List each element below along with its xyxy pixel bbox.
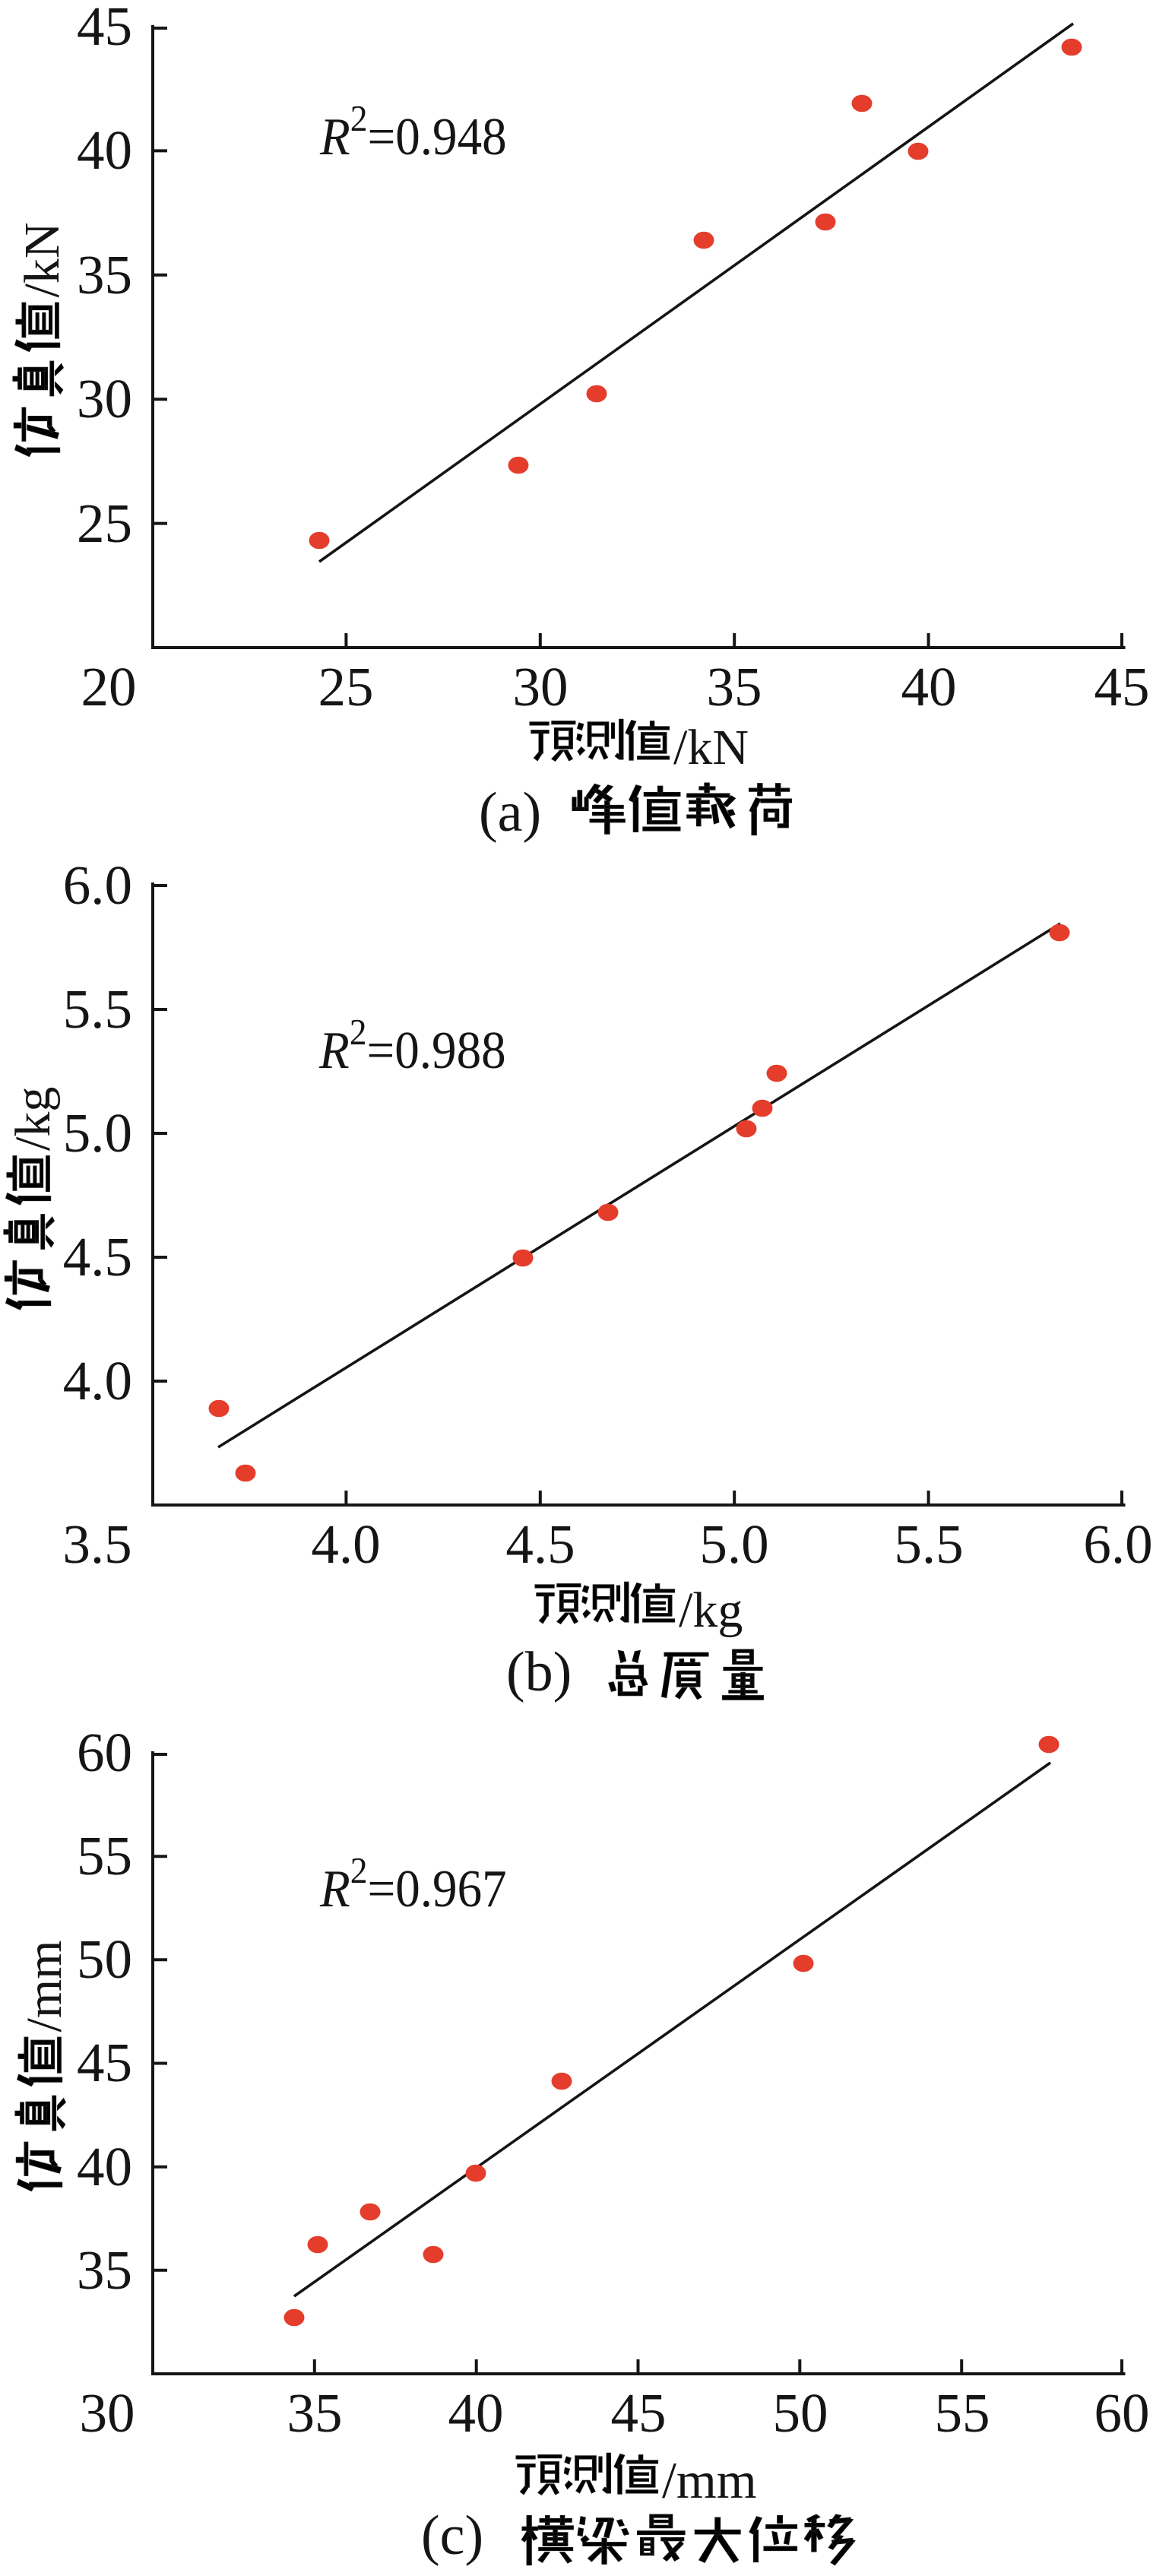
svg-text:35: 35 [287,2382,343,2444]
svg-text:40: 40 [448,2382,504,2444]
svg-text:/mm: /mm [17,1940,72,2032]
svg-text:3.5: 3.5 [62,1513,131,1575]
svg-text:R2=0.988: R2=0.988 [318,1012,506,1080]
svg-text:45: 45 [77,2032,132,2093]
svg-text:25: 25 [77,493,132,554]
svg-text:6.0: 6.0 [1083,1513,1152,1575]
svg-text:4.5: 4.5 [63,1226,132,1288]
svg-text:(b): (b) [506,1641,572,1703]
svg-text:R2=0.967: R2=0.967 [319,1851,507,1919]
svg-text:40: 40 [77,2136,132,2197]
svg-text:30: 30 [77,368,132,429]
svg-text:50: 50 [77,1928,132,1990]
svg-text:5.5: 5.5 [894,1513,963,1575]
svg-text:45: 45 [77,0,132,57]
svg-text:50: 50 [773,2382,828,2444]
svg-text:35: 35 [77,2239,132,2301]
svg-text:35: 35 [77,244,132,306]
svg-text:35: 35 [707,656,762,718]
svg-text:/kN: /kN [14,223,70,298]
svg-text:40: 40 [77,119,132,181]
svg-text:45: 45 [611,2382,667,2444]
svg-text:40: 40 [901,656,957,718]
svg-text:4.5: 4.5 [505,1513,575,1575]
svg-text:5.5: 5.5 [63,978,132,1040]
svg-text:30: 30 [513,656,569,718]
svg-text:/kg: /kg [679,1583,743,1638]
svg-text:5.0: 5.0 [63,1102,132,1164]
svg-text:60: 60 [77,1722,132,1783]
svg-text:(a): (a) [479,781,541,844]
svg-text:20: 20 [81,656,137,718]
svg-text:/mm: /mm [662,2451,757,2509]
svg-text:55: 55 [77,1825,132,1887]
svg-text:5.0: 5.0 [699,1513,768,1575]
svg-text:60: 60 [1094,2382,1150,2444]
svg-text:4.0: 4.0 [63,1350,132,1412]
svg-text:(c): (c) [421,2505,483,2567]
svg-text:25: 25 [318,656,374,718]
svg-text:/kg: /kg [5,1087,61,1151]
svg-text:/kN: /kN [673,720,749,775]
svg-text:55: 55 [935,2382,990,2444]
svg-text:R2=0.948: R2=0.948 [319,99,507,166]
svg-text:4.0: 4.0 [311,1513,380,1575]
svg-text:45: 45 [1094,656,1150,718]
svg-text:30: 30 [80,2382,135,2444]
svg-text:6.0: 6.0 [63,854,132,916]
